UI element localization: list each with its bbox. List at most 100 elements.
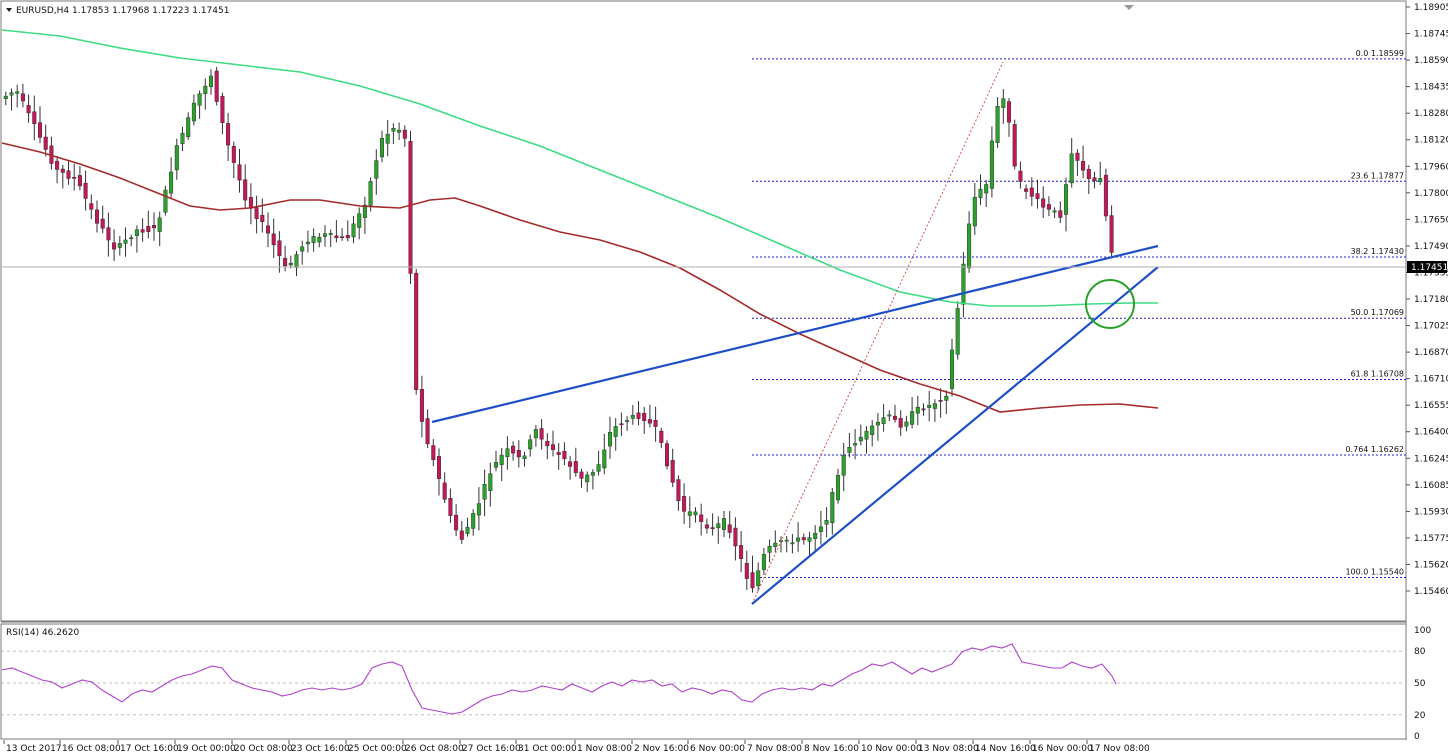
price-tick-label: 1.17490 xyxy=(1414,242,1448,252)
candle-body xyxy=(562,450,567,460)
price-tick-label: 1.18435 xyxy=(1414,83,1448,93)
candle-body xyxy=(636,412,641,419)
price-tick-label: 1.16085 xyxy=(1414,481,1448,491)
rsi-level-label: 80 xyxy=(1414,647,1426,657)
candle-body xyxy=(647,419,652,424)
support-circle xyxy=(1085,279,1135,329)
candle-body xyxy=(402,129,407,139)
candle-body xyxy=(813,532,818,539)
candle-body xyxy=(665,443,670,467)
candle-body xyxy=(260,214,265,222)
candle-body xyxy=(642,413,647,421)
time-tick-label: 17 Oct 16:00 xyxy=(120,744,179,754)
candle-body xyxy=(596,464,601,472)
candle-body xyxy=(904,421,909,427)
candle-body xyxy=(767,546,772,553)
candle-body xyxy=(733,527,738,547)
candle-body xyxy=(471,513,476,529)
candle-body xyxy=(516,450,521,458)
candle-body xyxy=(397,129,402,133)
candle-body xyxy=(870,425,875,435)
candle-body xyxy=(1109,215,1114,253)
candle-body xyxy=(414,272,419,391)
candle-body xyxy=(893,415,898,420)
candle-body xyxy=(590,472,595,476)
candle-body xyxy=(32,111,37,124)
candle-body xyxy=(180,132,185,145)
candle-body xyxy=(305,241,310,245)
price-tick-label: 1.18280 xyxy=(1414,109,1448,119)
price-tick-label: 1.17800 xyxy=(1414,189,1448,199)
time-tick-label: 26 Oct 08:00 xyxy=(405,744,464,754)
ohlc-header: 1.17853 1.17968 1.17223 1.17451 xyxy=(72,6,229,16)
candle-body xyxy=(100,218,105,229)
candle-body xyxy=(1018,170,1023,182)
lower-trendline xyxy=(751,266,1159,605)
candle-body xyxy=(362,204,367,218)
rsi-level-label: 20 xyxy=(1414,711,1426,721)
candle-body xyxy=(796,537,801,542)
candle-body xyxy=(374,160,379,179)
rsi-level-label: 0 xyxy=(1414,732,1420,742)
candle-body xyxy=(208,75,213,88)
candle-body xyxy=(961,263,966,305)
candle-body xyxy=(699,514,704,522)
candle-body xyxy=(1007,101,1012,123)
fib-level-label: 50.0 1.17069 xyxy=(1351,308,1404,317)
fib-level-label: 100.0 1.15540 xyxy=(1345,567,1404,576)
candle-body xyxy=(1075,152,1080,161)
candle-body xyxy=(140,229,145,233)
candle-body xyxy=(283,257,288,267)
current-price-label: 1.17451 xyxy=(1411,263,1448,273)
candle-body xyxy=(323,233,328,237)
candle-body xyxy=(20,93,25,102)
candle-body xyxy=(191,102,196,122)
price-tick-label: 1.17335 xyxy=(1414,268,1448,278)
candle-body xyxy=(1081,161,1086,171)
candle-body xyxy=(659,430,664,443)
time-tick-label: 16 Oct 08:00 xyxy=(62,744,121,754)
candle-body xyxy=(112,242,117,250)
candle-body xyxy=(385,133,390,144)
rsi-label: RSI(14) 46.2620 xyxy=(6,628,79,638)
candle-body xyxy=(898,418,903,428)
candle-body xyxy=(830,492,835,523)
price-tick-label: 1.16555 xyxy=(1414,401,1448,411)
candle-body xyxy=(511,445,516,454)
candle-body xyxy=(380,138,385,158)
candle-body xyxy=(972,196,977,227)
candle-body xyxy=(357,213,362,228)
candle-body xyxy=(459,530,464,540)
candle-body xyxy=(300,246,305,252)
scroll-marker-icon[interactable] xyxy=(1124,5,1134,10)
candle-body xyxy=(248,197,253,209)
candle-body xyxy=(419,389,424,422)
price-tick-label: 1.17180 xyxy=(1414,295,1448,305)
candle-body xyxy=(169,171,174,194)
candle-body xyxy=(579,471,584,479)
candle-body xyxy=(129,237,134,240)
candle-body xyxy=(1012,124,1017,167)
candle-body xyxy=(670,460,675,483)
candle-body xyxy=(488,473,493,492)
candle-body xyxy=(824,520,829,525)
price-tick-label: 1.15460 xyxy=(1414,587,1448,597)
candle-body xyxy=(454,514,459,531)
upper-trendline xyxy=(431,244,1159,424)
price-tick-label: 1.17650 xyxy=(1414,215,1448,225)
candle-body xyxy=(602,449,607,469)
candle-body xyxy=(117,243,122,248)
candle-body xyxy=(727,524,732,533)
time-tick-label: 1 Nov 08:00 xyxy=(577,744,632,754)
menu-triangle-icon[interactable] xyxy=(6,8,12,12)
candle-body xyxy=(254,207,259,219)
candle-body xyxy=(533,429,538,439)
candle-body xyxy=(613,426,618,437)
candle-body xyxy=(978,188,983,198)
time-tick-label: 10 Nov 00:00 xyxy=(861,744,922,754)
candle-body xyxy=(1098,178,1103,182)
ma-fast-line xyxy=(1,142,1159,413)
candle-body xyxy=(676,479,681,502)
candle-body xyxy=(568,461,573,467)
candle-body xyxy=(716,523,721,529)
